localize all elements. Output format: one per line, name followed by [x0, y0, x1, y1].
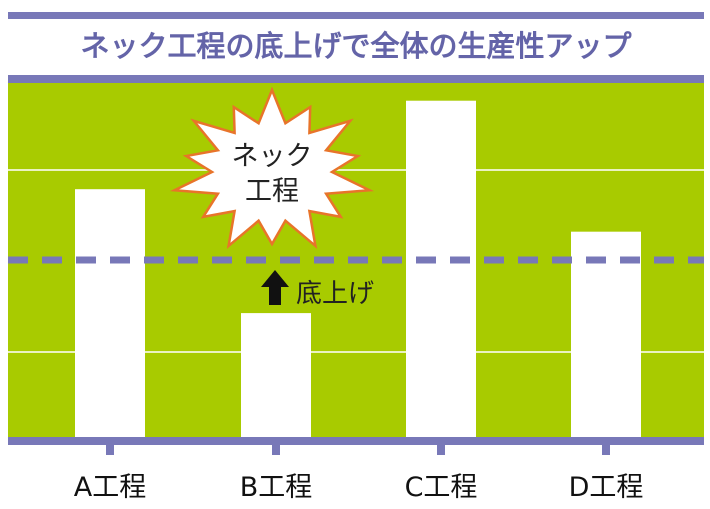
x-tick-label: B工程 [240, 472, 313, 503]
x-tick [437, 445, 445, 455]
bar-B工程 [241, 313, 311, 437]
x-tick [106, 445, 114, 455]
x-tick-label: D工程 [569, 472, 644, 503]
arrow-label: 底上げ [296, 279, 374, 309]
title-rule [8, 75, 704, 83]
up-arrow-icon [261, 270, 289, 305]
bar-D工程 [571, 231, 641, 437]
chart-title: ネック工程の底上げで全体の生産性アップ [80, 29, 632, 63]
burst-label-line2: 工程 [245, 176, 299, 207]
top-rule [8, 12, 704, 19]
burst-label-line1: ネック [232, 141, 313, 172]
x-tick [272, 445, 280, 455]
bar-A工程 [75, 189, 145, 437]
x-tick [602, 445, 610, 455]
x-tick-label: A工程 [74, 472, 146, 503]
x-tick-label: C工程 [405, 472, 478, 503]
starburst-callout [169, 86, 375, 250]
bar-C工程 [406, 100, 476, 437]
x-axis [8, 437, 704, 445]
